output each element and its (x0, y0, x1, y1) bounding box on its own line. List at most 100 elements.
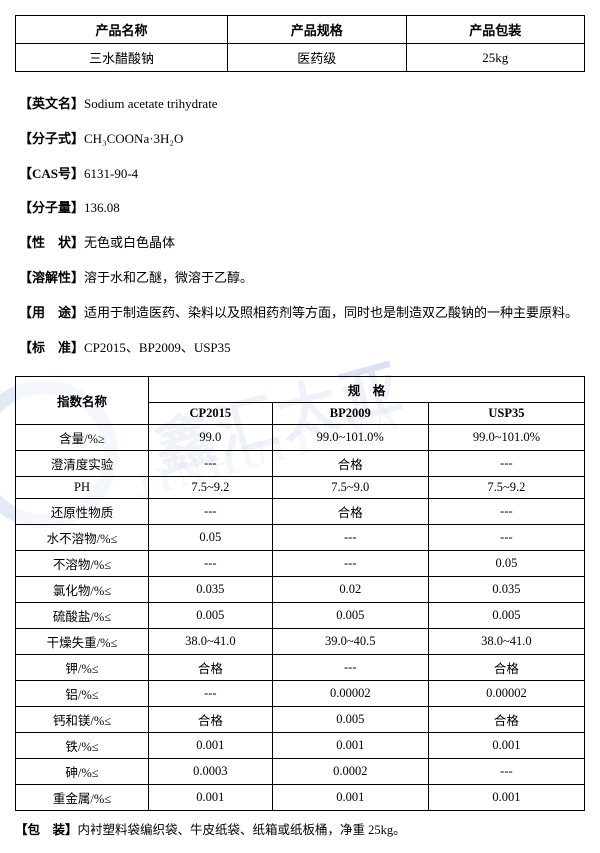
cell: --- (272, 655, 428, 681)
table-row: 氯化物/%≤0.0350.020.035 (16, 577, 585, 603)
cell: 0.005 (272, 603, 428, 629)
cell: 合格 (272, 451, 428, 477)
info-formula: 【分子式】CH₃COONa·3H₂O (19, 129, 581, 150)
row-label: 硫酸盐/%≤ (16, 603, 149, 629)
col-header-spec: 产品规格 (228, 16, 406, 44)
cell: --- (428, 451, 584, 477)
table-row: 铝/%≤---0.000020.00002 (16, 681, 585, 707)
row-label: 铁/%≤ (16, 733, 149, 759)
row-label: 干燥失重/%≤ (16, 629, 149, 655)
cell: 99.0~101.0% (428, 425, 584, 451)
label: 【性 状】 (19, 235, 84, 250)
cell-package: 25kg (406, 44, 584, 72)
cell: 0.001 (428, 733, 584, 759)
cell: 0.005 (149, 603, 273, 629)
cell: 0.035 (149, 577, 273, 603)
value: CH₃COONa·3H₂O (84, 131, 183, 146)
label: 【分子量】 (19, 200, 84, 215)
cell: 0.001 (149, 733, 273, 759)
value: 溶于水和乙醚，微溶于乙醇。 (84, 270, 253, 285)
table-row: 重金属/%≤0.0010.0010.001 (16, 785, 585, 811)
cell: --- (272, 551, 428, 577)
cell: 合格 (428, 655, 584, 681)
row-label: 还原性物质 (16, 499, 149, 525)
table-row: PH7.5~9.27.5~9.07.5~9.2 (16, 477, 585, 499)
cell: 合格 (272, 499, 428, 525)
row-label: 铝/%≤ (16, 681, 149, 707)
table-row: 干燥失重/%≤38.0~41.039.0~40.538.0~41.0 (16, 629, 585, 655)
col-bp2009: BP2009 (272, 403, 428, 425)
cell: --- (272, 525, 428, 551)
cell: 0.001 (272, 785, 428, 811)
cell: 0.05 (428, 551, 584, 577)
value: 6131-90-4 (84, 166, 138, 181)
info-english-name: 【英文名】Sodium acetate trihydrate (19, 94, 581, 115)
cell: --- (428, 525, 584, 551)
label: 【英文名】 (19, 96, 84, 111)
table-row: 含量/%≥99.099.0~101.0%99.0~101.0% (16, 425, 585, 451)
cell-name: 三水醋酸钠 (16, 44, 228, 72)
table-row: 硫酸盐/%≤0.0050.0050.005 (16, 603, 585, 629)
row-label: 不溶物/%≤ (16, 551, 149, 577)
cell: --- (149, 551, 273, 577)
row-label: PH (16, 477, 149, 499)
cell: 0.00002 (272, 681, 428, 707)
cell: 38.0~41.0 (428, 629, 584, 655)
row-label: 砷/%≤ (16, 759, 149, 785)
cell: 39.0~40.5 (272, 629, 428, 655)
row-label: 氯化物/%≤ (16, 577, 149, 603)
cell: --- (149, 681, 273, 707)
col-header-name: 产品名称 (16, 16, 228, 44)
table-row: 钙和镁/%≤合格0.005合格 (16, 707, 585, 733)
cell: 0.0003 (149, 759, 273, 785)
cell: 合格 (149, 707, 273, 733)
label: 【用 途】 (19, 305, 84, 320)
cell: 0.00002 (428, 681, 584, 707)
corner-header: 指数名称 (16, 377, 149, 425)
table-row: 澄清度实验---合格--- (16, 451, 585, 477)
cell: 0.035 (428, 577, 584, 603)
value: 适用于制造医药、染料以及照相药剂等方面，同时也是制造双乙酸钠的一种主要原料。 (84, 305, 578, 320)
cell: 0.05 (149, 525, 273, 551)
cell: 38.0~41.0 (149, 629, 273, 655)
cell: 0.001 (428, 785, 584, 811)
table-row: 砷/%≤0.00030.0002--- (16, 759, 585, 785)
row-label: 含量/%≥ (16, 425, 149, 451)
info-usage: 【用 途】适用于制造医药、染料以及照相药剂等方面，同时也是制造双乙酸钠的一种主要… (19, 303, 581, 324)
group-header: 规 格 (149, 377, 585, 403)
product-header-table: 产品名称 产品规格 产品包装 三水醋酸钠 医药级 25kg (15, 15, 585, 72)
info-cas: 【CAS号】6131-90-4 (19, 164, 581, 185)
cell: 7.5~9.2 (428, 477, 584, 499)
cell: --- (428, 499, 584, 525)
value: CP2015、BP2009、USP35 (84, 340, 231, 355)
value: 136.08 (84, 200, 120, 215)
label: 【分子式】 (19, 131, 84, 146)
cell: 0.0002 (272, 759, 428, 785)
info-mw: 【分子量】136.08 (19, 198, 581, 219)
cell: 0.02 (272, 577, 428, 603)
cell: 99.0~101.0% (272, 425, 428, 451)
document-content: 产品名称 产品规格 产品包装 三水醋酸钠 医药级 25kg 【英文名】Sodiu… (15, 15, 585, 838)
row-label: 澄清度实验 (16, 451, 149, 477)
cell: 7.5~9.2 (149, 477, 273, 499)
cell-spec: 医药级 (228, 44, 406, 72)
row-label: 水不溶物/%≤ (16, 525, 149, 551)
cell: 合格 (149, 655, 273, 681)
row-label: 重金属/%≤ (16, 785, 149, 811)
info-appearance: 【性 状】无色或白色晶体 (19, 233, 581, 254)
row-label: 钾/%≤ (16, 655, 149, 681)
table-row: 水不溶物/%≤0.05------ (16, 525, 585, 551)
label: 【包 装】 (15, 823, 78, 837)
cell: --- (149, 451, 273, 477)
footer-packaging: 【包 装】内衬塑料袋编织袋、牛皮纸袋、纸箱或纸板桶，净重 25kg。 (15, 819, 585, 838)
value: Sodium acetate trihydrate (84, 96, 218, 111)
table-row: 还原性物质---合格--- (16, 499, 585, 525)
value: 内衬塑料袋编织袋、牛皮纸袋、纸箱或纸板桶，净重 25kg。 (78, 823, 406, 837)
cell: 0.001 (149, 785, 273, 811)
cell: 0.005 (272, 707, 428, 733)
cell: 0.005 (428, 603, 584, 629)
cell: --- (149, 499, 273, 525)
col-usp35: USP35 (428, 403, 584, 425)
cell: 99.0 (149, 425, 273, 451)
label: 【标 准】 (19, 340, 84, 355)
